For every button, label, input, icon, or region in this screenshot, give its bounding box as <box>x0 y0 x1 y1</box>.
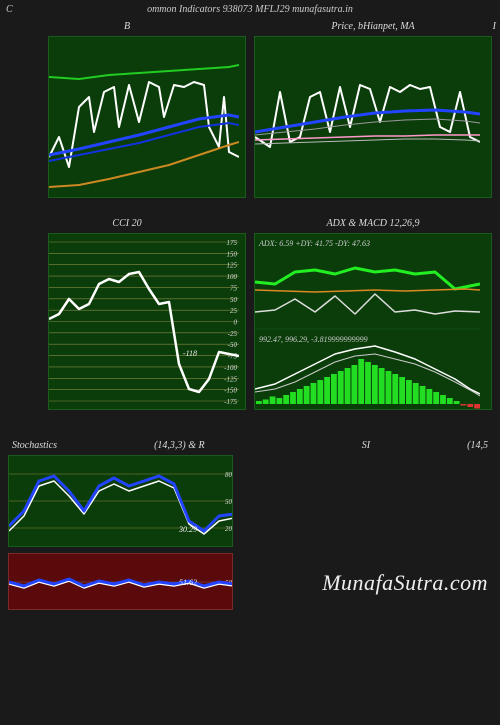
svg-text:ADX: 6.59 +DY: 41.75 -DY: 47.6: ADX: 6.59 +DY: 41.75 -DY: 47.63 <box>258 239 370 248</box>
panel-price-ma: Price, bHianpet, MA I <box>254 19 492 198</box>
rsi-title-right: (14,5 <box>467 440 488 451</box>
svg-text:50: 50 <box>230 296 238 304</box>
chart-cci: 1751501251007550250-25-50-75-100-125-150… <box>48 233 246 410</box>
rsi-title-left: SI <box>362 440 370 451</box>
svg-text:0: 0 <box>234 319 238 327</box>
page-header: C ommon Indicators 938073 MFLJ29 munafas… <box>0 0 500 19</box>
svg-text:175: 175 <box>227 239 238 247</box>
header-text: ommon Indicators 938073 MFLJ29 munafasut… <box>147 4 353 15</box>
stoch-title-right: (14,3,3) & R <box>154 440 205 451</box>
chart-adx-macd: ADX: 6.59 +DY: 41.75 -DY: 47.63 992.47, 9… <box>254 233 492 410</box>
panel-title-price: Price, bHianpet, MA <box>254 19 492 36</box>
panel-adx-macd: ADX & MACD 12,26,9 ADX: 6.59 +DY: 41.75 … <box>254 216 492 410</box>
svg-text:150: 150 <box>227 250 238 258</box>
chart-stochastics: 80 50 20 30.29 <box>8 455 233 547</box>
svg-text:50: 50 <box>225 498 233 506</box>
panel-title-cci: CCI 20 <box>8 216 246 233</box>
chart-rsi: 5051.62 <box>8 553 233 610</box>
panel-title-adx: ADX & MACD 12,26,9 <box>254 216 492 233</box>
svg-text:-118: -118 <box>183 349 197 358</box>
svg-text:-50: -50 <box>228 341 238 349</box>
svg-text:-25: -25 <box>228 330 238 338</box>
svg-text:-150: -150 <box>224 387 237 395</box>
panel-title-b: B <box>8 19 246 36</box>
header-letter-c: C <box>6 4 13 15</box>
watermark: MunafaSutra.com <box>322 570 488 596</box>
panel-letter-i: I <box>493 21 496 32</box>
chart-grid: B Price, bHianpet, MA I CCI 20 175 150 125… <box>0 19 500 410</box>
svg-text:-175: -175 <box>224 398 237 406</box>
svg-text:80: 80 <box>225 471 233 479</box>
svg-text:100: 100 <box>227 273 238 281</box>
svg-text:992.47, 996.29, -3.819999999: 992.47, 996.29, -3.819999999999 <box>259 335 368 344</box>
chart-bollinger <box>48 36 246 198</box>
svg-text:20: 20 <box>225 525 233 533</box>
panel-bollinger: B <box>8 19 246 198</box>
svg-text:-125: -125 <box>224 375 237 383</box>
panel-cci: CCI 20 1751501251007550250-25-50-75-100-… <box>8 216 246 410</box>
svg-text:75: 75 <box>230 284 238 292</box>
svg-text:51.62: 51.62 <box>179 578 197 587</box>
svg-text:125: 125 <box>227 262 238 270</box>
svg-text:30.29: 30.29 <box>178 525 197 534</box>
svg-text:-100: -100 <box>224 364 237 372</box>
chart-price-ma <box>254 36 492 198</box>
stoch-title-left: Stochastics <box>12 440 57 451</box>
svg-text:25: 25 <box>230 307 238 315</box>
